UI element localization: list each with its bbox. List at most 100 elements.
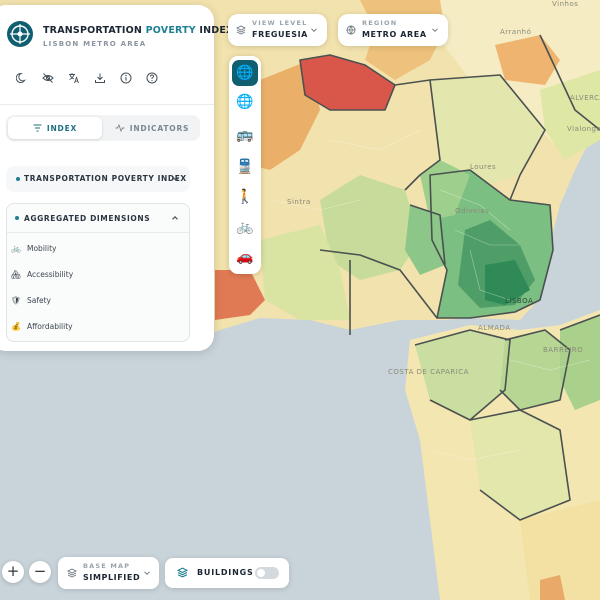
index-section-header[interactable]: TRANSPORTATION POVERTY INDEX: [6, 166, 190, 192]
map-label-almada: ALMADA: [478, 324, 511, 332]
zoom-out-button[interactable]: −: [29, 561, 51, 583]
dimension-label: Accessibility: [27, 269, 74, 279]
info-icon[interactable]: [119, 71, 133, 85]
lisbon-downtown[interactable]: [485, 260, 530, 305]
region-label: REGION: [362, 19, 398, 27]
orange-zone-west[interactable]: [215, 270, 265, 320]
toggle-knob: [257, 569, 265, 577]
buildings-toggle-pill: BUILDINGS: [165, 558, 289, 588]
dimension-item-mobility[interactable]: 🚲 Mobility: [11, 240, 56, 256]
chevron-down-icon: [144, 571, 150, 576]
title-main: TRANSPORTATION: [43, 25, 143, 36]
map-label-sintra: Sintra: [287, 198, 311, 206]
base-map-value: SIMPLIFIED: [83, 573, 141, 582]
region-select[interactable]: REGION METRO AREA: [338, 14, 448, 46]
south-yellow-area[interactable]: [520, 500, 600, 600]
download-icon[interactable]: [93, 71, 107, 85]
bicycle-icon: 🚲: [236, 219, 254, 235]
dimension-item-accessibility[interactable]: 🏘 Accessibility: [11, 266, 73, 282]
panel-divider: [0, 104, 214, 105]
houses-icon: 🏘: [10, 269, 22, 279]
shield-icon: 🛡: [10, 295, 22, 305]
layers-icon: [177, 567, 188, 578]
map-label-vinhos: Vinhos: [552, 0, 579, 8]
dimension-label: Affordability: [27, 321, 73, 331]
chevron-down-icon: [311, 28, 317, 33]
tab-index[interactable]: INDEX: [8, 117, 102, 139]
chevron-down-icon: [432, 28, 438, 33]
panel-toolbar: [15, 71, 159, 85]
help-icon[interactable]: [145, 71, 159, 85]
mode-walking-button[interactable]: 🚶: [232, 184, 258, 210]
region-value: METRO AREA: [362, 30, 427, 39]
municipality-borders: [299, 34, 600, 521]
section-divider: [7, 232, 189, 233]
barreiro-area[interactable]: [560, 315, 600, 410]
almada-area[interactable]: [415, 330, 510, 420]
compass-logo-icon: [10, 24, 30, 44]
moon-icon[interactable]: [15, 71, 29, 85]
tab-index-label: INDEX: [46, 123, 78, 133]
parish-borders: [269, 129, 591, 461]
mode-all-button[interactable]: 🌐: [232, 60, 258, 86]
zoom-in-button[interactable]: +: [2, 561, 24, 583]
pulse-icon: [115, 124, 125, 132]
dimension-item-affordability[interactable]: 💰 Affordability: [11, 318, 73, 334]
bicycle-icon: 🚲: [11, 243, 21, 253]
walking-icon: 🚶: [236, 189, 254, 205]
cascais-oeiras-area[interactable]: [260, 225, 350, 320]
index-section-title: TRANSPORTATION POVERTY INDEX: [24, 174, 187, 183]
mode-bus-button[interactable]: 🚌: [232, 122, 258, 148]
south-orange-spot[interactable]: [540, 575, 565, 600]
base-map-label: BASE MAP: [83, 562, 131, 570]
view-level-value: FREGUESIA: [252, 30, 308, 39]
app-title: TRANSPORTATION POVERTY INDEX: [43, 25, 234, 36]
tab-indicators-label: INDICATORS: [129, 123, 190, 133]
loures-area[interactable]: [430, 75, 545, 190]
mode-car-button[interactable]: 🚗: [232, 244, 258, 270]
dimension-item-safety[interactable]: 🛡 Safety: [11, 292, 51, 308]
dimensions-section: AGGREGATED DIMENSIONS 🚲 Mobility 🏘 Acces…: [6, 203, 190, 342]
map-label-lisboa: LISBOA: [505, 297, 534, 305]
sesimbra-area[interactable]: [470, 410, 570, 520]
dimensions-section-header[interactable]: AGGREGATED DIMENSIONS: [7, 204, 189, 232]
mode-cycling-button[interactable]: 🚲: [232, 214, 258, 240]
mode-public-transport-button[interactable]: 🌐: [232, 89, 258, 115]
red-zone[interactable]: [300, 55, 395, 110]
dimension-label: Mobility: [27, 243, 57, 253]
eye-off-icon[interactable]: [41, 71, 55, 85]
filter-icon: [33, 124, 42, 132]
view-level-select[interactable]: VIEW LEVEL FREGUESIA: [228, 14, 327, 46]
app-logo: [7, 21, 33, 47]
transport-mode-bar: 🌐 🌐 🚌 🚆 🚶 🚲 🚗: [229, 56, 261, 274]
view-tabs: INDEX INDICATORS: [6, 115, 200, 141]
buildings-toggle[interactable]: [255, 567, 279, 579]
map-label-loures: Loures: [470, 163, 497, 171]
seixal-area[interactable]: [500, 330, 570, 410]
title-accent: POVERTY: [145, 25, 196, 36]
view-level-label: VIEW LEVEL: [252, 19, 308, 27]
globe-icon: [346, 25, 356, 35]
translate-icon[interactable]: [67, 71, 81, 85]
globe-card-icon: 🌐: [236, 65, 254, 81]
car-icon: 🚗: [236, 249, 254, 265]
title-end: INDEX: [199, 25, 234, 36]
map-label-vialonga: Vialonga: [567, 125, 600, 133]
bus-icon: 🚌: [236, 127, 254, 143]
mode-train-button[interactable]: 🚆: [232, 154, 258, 180]
amadora-area[interactable]: [405, 205, 445, 275]
map-label-alverca: ALVERCA: [570, 94, 600, 102]
section-dot: [16, 177, 20, 181]
layers-icon: [236, 25, 246, 35]
tab-indicators[interactable]: INDICATORS: [106, 117, 198, 139]
map-label-costa-de-caparica: COSTA DE CAPARICA: [388, 368, 469, 376]
section-dot: [15, 216, 19, 220]
base-map-select[interactable]: BASE MAP SIMPLIFIED: [58, 557, 159, 589]
sidebar-panel: TRANSPORTATION POVERTY INDEX LISBON METR…: [0, 5, 233, 351]
vialonga-area[interactable]: [540, 70, 600, 160]
map-label-arranho: Arranhó: [500, 28, 532, 36]
map-label-barreiro: BARREIRO: [543, 346, 584, 354]
orange-zone-east[interactable]: [495, 35, 560, 85]
train-icon: 🚆: [236, 159, 254, 175]
